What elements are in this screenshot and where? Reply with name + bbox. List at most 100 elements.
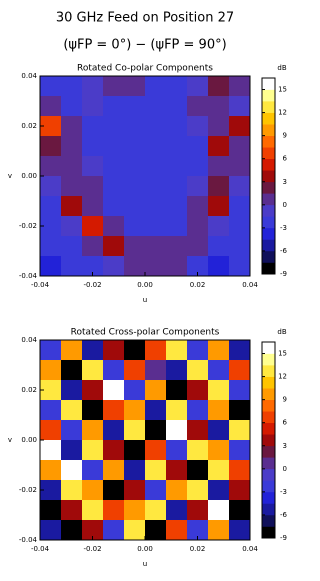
heat-cell — [103, 460, 125, 481]
heat-cell — [61, 216, 83, 237]
heat-cell — [166, 340, 188, 361]
heat-cell — [166, 380, 188, 401]
heat-cell — [124, 216, 146, 237]
heat-cell — [61, 460, 83, 481]
heat-cell — [124, 380, 146, 401]
heat-cell — [40, 500, 62, 521]
colorbar-band — [262, 422, 275, 435]
x-tick-label: 0.04 — [242, 545, 258, 553]
heat-cell — [61, 380, 83, 401]
heat-cell — [82, 440, 104, 461]
heat-cell — [40, 176, 62, 197]
heat-cell — [208, 520, 230, 541]
heat-cell — [145, 236, 167, 257]
heat-cell — [124, 136, 146, 157]
heat-cell — [103, 420, 125, 441]
heat-cell — [145, 216, 167, 237]
colorbar-band — [262, 434, 275, 447]
heat-cell — [229, 460, 251, 481]
colorbar-band — [262, 101, 275, 113]
colorbar-band — [262, 216, 275, 229]
heat-cell — [145, 400, 167, 421]
colorbar-tick-label: 15 — [278, 350, 287, 358]
colorbar-band — [262, 250, 275, 263]
heat-cell — [124, 76, 146, 97]
colorbar-band — [262, 457, 275, 470]
heat-cell — [187, 380, 209, 401]
y-tick-label: -0.04 — [19, 272, 38, 280]
heat-cell — [166, 440, 188, 461]
heat-cell — [40, 440, 62, 461]
colorbar-band — [262, 388, 275, 400]
heat-cell — [187, 360, 209, 381]
heat-cell — [40, 76, 62, 97]
colorbar-tick-label: 3 — [283, 178, 287, 186]
heat-cell — [82, 136, 104, 157]
heat-cell — [82, 500, 104, 521]
heat-cell — [229, 136, 251, 157]
heat-cell — [61, 256, 83, 277]
heat-cell — [145, 156, 167, 177]
colorbar-band — [262, 193, 275, 206]
heat-cell — [208, 176, 230, 197]
heat-cell — [187, 96, 209, 117]
heat-cell — [40, 340, 62, 361]
heat-cell — [166, 96, 188, 117]
heat-cell — [82, 360, 104, 381]
heat-cell — [229, 116, 251, 137]
heat-cell — [166, 196, 188, 217]
heat-cell — [82, 176, 104, 197]
heat-cell — [40, 360, 62, 381]
heat-cell — [208, 380, 230, 401]
colorbar-tick-label: 0 — [283, 201, 287, 209]
y-tick-label: 0.00 — [21, 172, 37, 180]
x-tick-label: -0.02 — [83, 281, 101, 289]
heat-cell — [229, 360, 251, 381]
heat-cell — [40, 236, 62, 257]
heat-cell — [124, 196, 146, 217]
heat-cell — [124, 500, 146, 521]
heat-cell — [40, 480, 62, 501]
heat-cell — [166, 480, 188, 501]
x-tick-label: 0.00 — [137, 281, 153, 289]
heat-cell — [166, 116, 188, 137]
heat-cell — [103, 96, 125, 117]
colorbar-band — [262, 468, 275, 481]
y-tick-label: -0.04 — [19, 536, 38, 544]
heat-cell — [40, 520, 62, 541]
heat-cell — [187, 400, 209, 421]
heat-cell — [166, 156, 188, 177]
heat-cell — [166, 136, 188, 157]
heat-cell — [82, 460, 104, 481]
heat-cell — [208, 400, 230, 421]
heat-cell — [61, 176, 83, 197]
heat-cell — [124, 440, 146, 461]
colorbar-tick-label: 3 — [283, 442, 287, 450]
heat-cell — [208, 500, 230, 521]
heat-cell — [166, 420, 188, 441]
heat-cell — [103, 480, 125, 501]
heat-cell — [187, 480, 209, 501]
heat-cell — [82, 196, 104, 217]
heat-cell — [40, 460, 62, 481]
heat-cell — [103, 156, 125, 177]
heat-cell — [61, 76, 83, 97]
heat-cell — [61, 340, 83, 361]
heat-cell — [61, 520, 83, 541]
y-axis-label: v — [8, 436, 12, 444]
heat-cell — [229, 400, 251, 421]
heat-cell — [124, 96, 146, 117]
heat-cell — [82, 216, 104, 237]
colorbar-band — [262, 503, 275, 516]
heat-cell — [103, 216, 125, 237]
heat-cell — [61, 96, 83, 117]
heat-cell — [82, 96, 104, 117]
colorbar-band — [262, 399, 275, 412]
heat-cell — [103, 500, 125, 521]
colorbar-band — [262, 353, 275, 366]
y-tick-label: -0.02 — [19, 222, 37, 230]
heat-cell — [82, 236, 104, 257]
colorbar-tick-label: -9 — [280, 534, 287, 542]
heat-cell — [103, 380, 125, 401]
colorbar-label: dB — [277, 328, 286, 336]
